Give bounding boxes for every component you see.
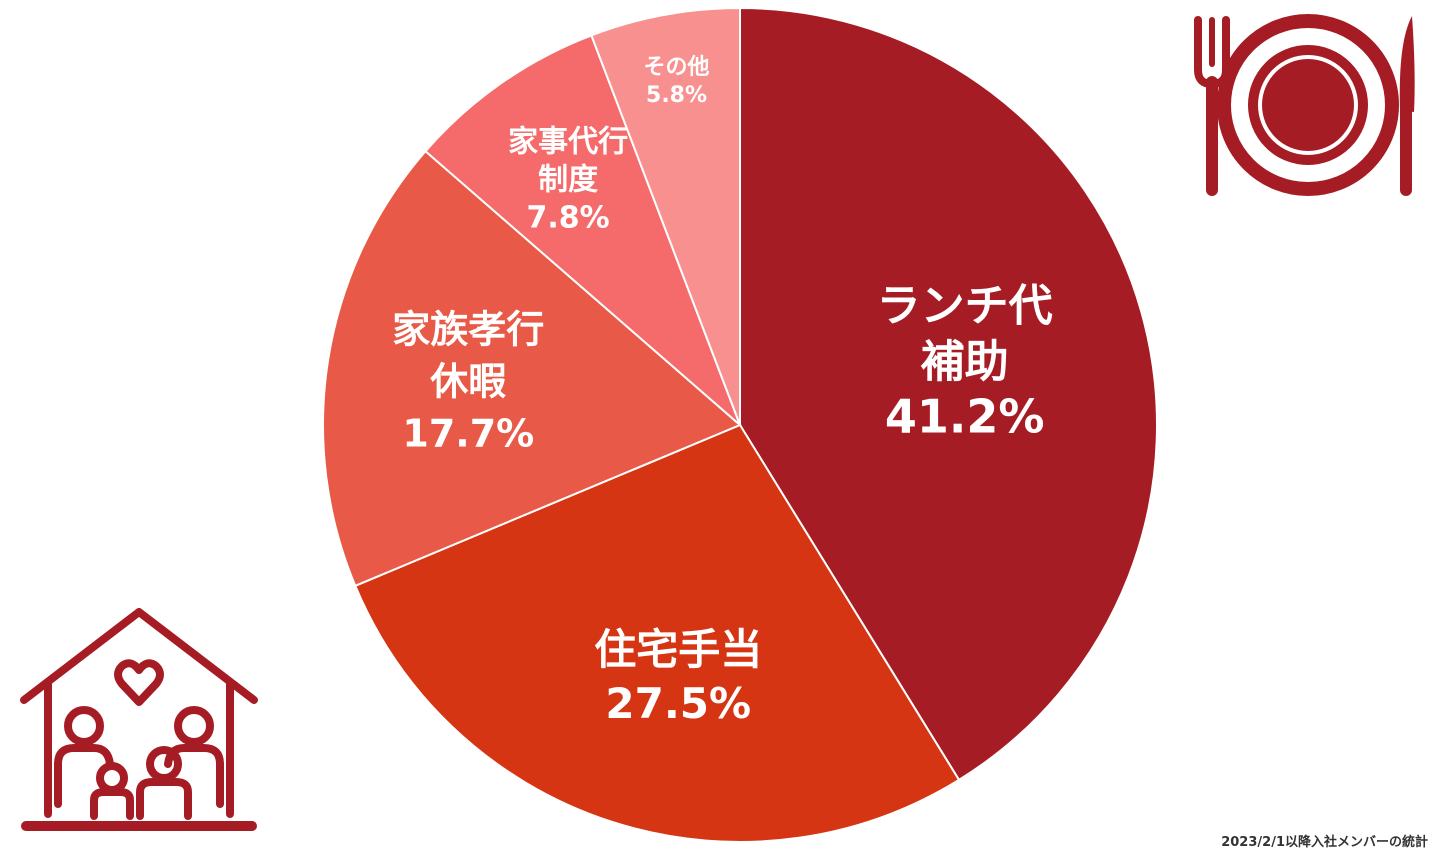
pie-slice	[353, 423, 961, 843]
pie-slice	[739, 6, 1158, 782]
pie-slice	[590, 6, 741, 426]
slice-category-label: 住宅手当	[594, 625, 762, 674]
slice-value-label: 7.8%	[527, 200, 610, 235]
pie-slice	[424, 34, 741, 426]
family-house-heart-icon	[18, 604, 260, 834]
pie-slices	[322, 6, 1158, 843]
slice-value-label: 17.7%	[402, 411, 534, 455]
slice-category-label: ランチ代	[877, 281, 1053, 332]
slice-label: 住宅手当 27.5%	[594, 625, 762, 728]
slice-category-label: 家事代行	[508, 124, 628, 159]
fork-plate-knife-icon	[1190, 12, 1426, 198]
slice-label: その他 5.8%	[644, 55, 710, 108]
slice-category-label: その他	[644, 55, 710, 80]
slice-category-label: 制度	[538, 162, 598, 197]
slice-value-label: 27.5%	[605, 679, 751, 728]
slice-category-label: 補助	[921, 337, 1009, 388]
slice-value-label: 41.2%	[885, 390, 1045, 444]
pie-slice	[322, 149, 742, 588]
slice-category-label: 休暇	[429, 359, 506, 403]
slice-category-label: 家族孝行	[392, 307, 544, 351]
footnote: 2023/2/1以降入社メンバーの統計	[1221, 835, 1428, 850]
slice-value-label: 5.8%	[646, 83, 707, 108]
